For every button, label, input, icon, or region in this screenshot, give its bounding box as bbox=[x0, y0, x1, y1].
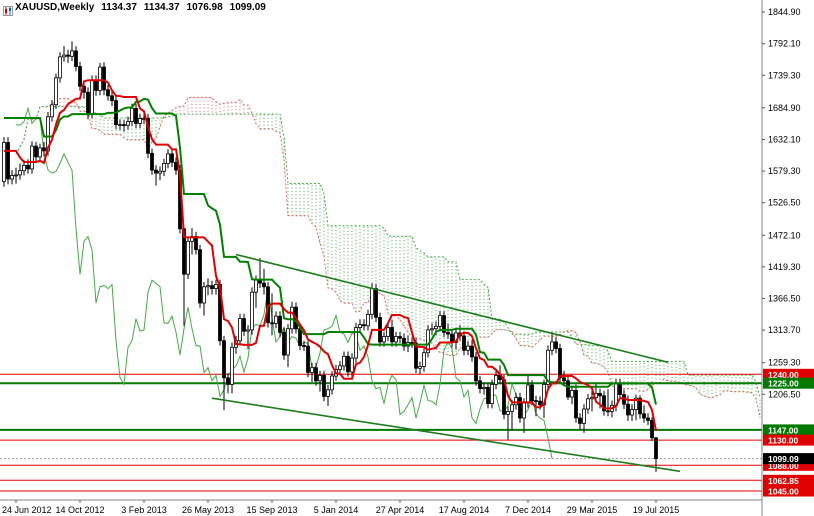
svg-text:1240.00: 1240.00 bbox=[768, 370, 799, 380]
svg-text:5 Jan 2014: 5 Jan 2014 bbox=[314, 505, 359, 515]
svg-text:15 Sep 2013: 15 Sep 2013 bbox=[246, 505, 297, 515]
svg-text:24 Jun 2012: 24 Jun 2012 bbox=[2, 505, 52, 515]
svg-text:1088.00: 1088.00 bbox=[768, 461, 799, 471]
svg-text:1313.70: 1313.70 bbox=[768, 325, 801, 335]
price-axis-labels: 1844.90 1792.10 1739.30 1684.90 1632.10 1579.… bbox=[762, 7, 801, 399]
svg-text:1045.00: 1045.00 bbox=[768, 487, 799, 497]
kijun-sen-line bbox=[4, 97, 657, 405]
svg-text:1579.30: 1579.30 bbox=[768, 166, 801, 176]
svg-text:1632.10: 1632.10 bbox=[768, 135, 801, 145]
svg-text:29 Mar 2015: 29 Mar 2015 bbox=[567, 505, 618, 515]
svg-text:1844.90: 1844.90 bbox=[768, 7, 801, 17]
svg-text:1739.30: 1739.30 bbox=[768, 70, 801, 80]
svg-text:1526.50: 1526.50 bbox=[768, 198, 801, 208]
svg-text:1259.30: 1259.30 bbox=[768, 358, 801, 368]
svg-text:1792.10: 1792.10 bbox=[768, 39, 801, 49]
svg-text:1419.30: 1419.30 bbox=[768, 262, 801, 272]
trend-lines bbox=[211, 253, 681, 473]
svg-text:1062.85: 1062.85 bbox=[768, 476, 799, 486]
svg-text:1472.10: 1472.10 bbox=[768, 230, 801, 240]
ichimoku-cloud bbox=[15, 96, 761, 418]
svg-text:14 Oct 2012: 14 Oct 2012 bbox=[55, 505, 104, 515]
candlesticks bbox=[2, 41, 658, 472]
svg-text:1206.50: 1206.50 bbox=[768, 389, 801, 399]
svg-text:17 Aug 2014: 17 Aug 2014 bbox=[439, 505, 490, 515]
svg-text:1684.90: 1684.90 bbox=[768, 103, 801, 113]
time-axis-labels: 24 Jun 2012 14 Oct 2012 3 Feb 2013 26 May 2… bbox=[2, 500, 679, 515]
svg-text:27 Apr 2014: 27 Apr 2014 bbox=[376, 505, 425, 515]
plot-area bbox=[0, 41, 762, 492]
svg-text:26 May 2013: 26 May 2013 bbox=[182, 505, 234, 515]
svg-text:1099.09: 1099.09 bbox=[768, 454, 799, 464]
svg-text:1366.50: 1366.50 bbox=[768, 294, 801, 304]
svg-text:1225.00: 1225.00 bbox=[768, 379, 799, 389]
svg-text:7 Dec 2014: 7 Dec 2014 bbox=[505, 505, 551, 515]
tenkan-sen-line bbox=[4, 79, 657, 431]
svg-text:1130.00: 1130.00 bbox=[768, 436, 799, 446]
svg-text:3 Feb 2013: 3 Feb 2013 bbox=[121, 505, 167, 515]
svg-text:1147.00: 1147.00 bbox=[768, 425, 799, 435]
svg-text:19 Jul 2015: 19 Jul 2015 bbox=[633, 505, 680, 515]
